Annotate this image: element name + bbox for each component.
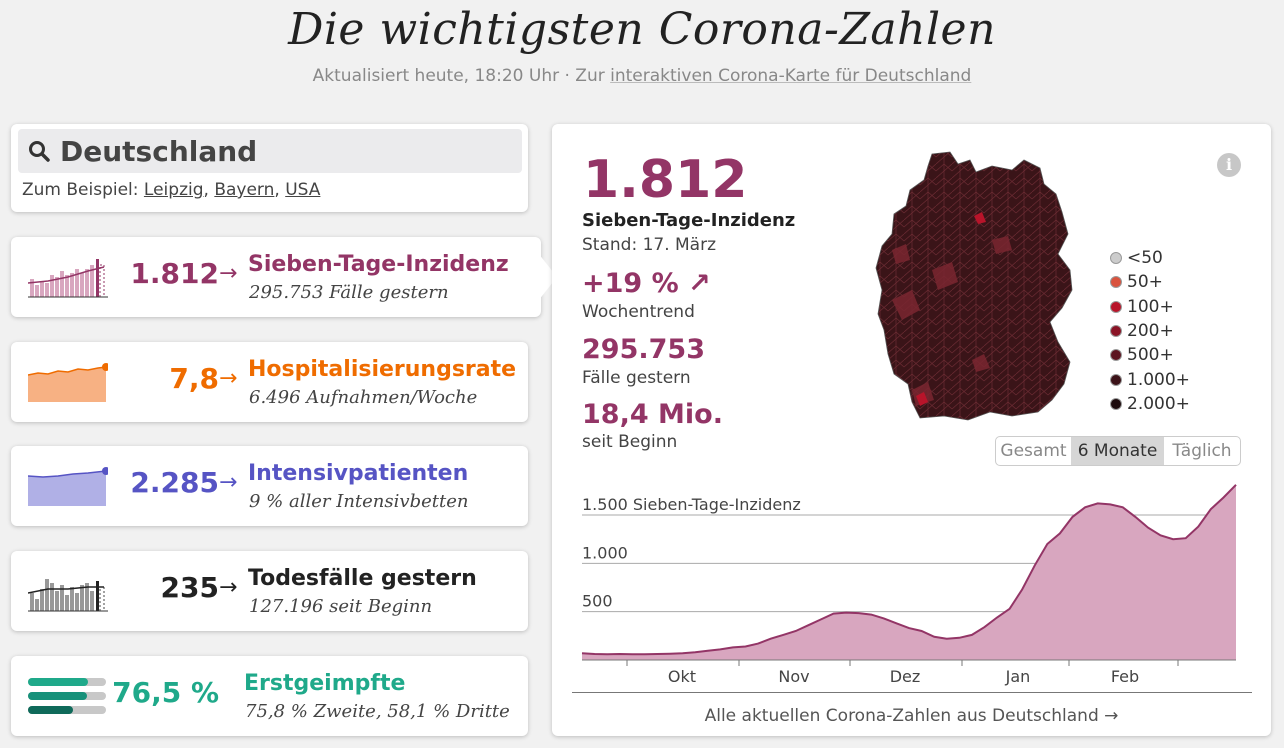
detail-panel: 1.812 Sieben-Tage-Inzidenz Stand: 17. Mä… [552, 124, 1271, 736]
metric-value: 2.285 [130, 466, 219, 499]
y-tick-label: 1.000 [582, 543, 628, 562]
series-area [582, 484, 1236, 660]
all-numbers-link[interactable]: Alle aktuellen Corona-Zahlen aus Deutsch… [704, 706, 1119, 726]
search-hint-prefix: Zum Beispiel: [22, 180, 144, 200]
y-tick-label: 1.500 Sieben-Tage-Inzidenz [582, 495, 801, 514]
legend-dot-icon [1110, 349, 1122, 361]
legend-dot-icon [1110, 398, 1122, 410]
example-separator: , [203, 180, 215, 200]
vaccination-bars-icon [28, 678, 106, 714]
example-separator: , [274, 180, 286, 200]
search-input[interactable] [60, 134, 510, 168]
metric-label: Intensivpatienten [248, 461, 469, 486]
legend-label: 1.000+ [1127, 370, 1190, 390]
cases-value: 295.753 [582, 334, 705, 365]
legend-dot-icon [1110, 325, 1122, 337]
series-line [581, 484, 1237, 656]
search-box[interactable] [18, 129, 522, 173]
detail-value: 1.812 [583, 150, 748, 210]
trend-arrow-icon: → [219, 470, 238, 495]
metric-card-inzidenz[interactable]: 1.812 → Sieben-Tage-Inzidenz 295.753 Fäl… [11, 237, 541, 317]
toggle-taeglich[interactable]: Täglich [1172, 441, 1232, 461]
legend-label: 200+ [1127, 321, 1174, 341]
hospitalization-sparkline-icon [28, 363, 108, 402]
deaths-sparkline-icon [28, 579, 108, 612]
total-value: 18,4 Mio. [582, 399, 723, 430]
legend-item: 200+ [1110, 321, 1174, 341]
cases-label: Fälle gestern [582, 368, 691, 388]
trend-label: Wochentrend [582, 302, 695, 322]
metric-card-intensiv[interactable]: 2.285 → Intensivpatienten 9 % aller Inte… [11, 446, 528, 526]
x-tick-label: Feb [1111, 667, 1139, 686]
legend-item: 100+ [1110, 297, 1174, 317]
search-hint: Zum Beispiel: Leipzig, Bayern, USA [22, 180, 320, 200]
legend-label: <50 [1127, 248, 1163, 268]
trend-arrow-icon: → [219, 575, 238, 600]
legend-dot-icon [1110, 276, 1122, 288]
metric-label: Sieben-Tage-Inzidenz [248, 252, 509, 277]
metric-sub: 127.196 seit Beginn [249, 596, 433, 617]
search-card: Zum Beispiel: Leipzig, Bayern, USA [11, 124, 528, 212]
metric-card-impfung[interactable]: 76,5 % Erstgeimpfte 75,8 % Zweite, 58,1 … [11, 656, 528, 736]
legend-dot-icon [1110, 374, 1122, 386]
metric-value: 7,8 [169, 362, 219, 395]
legend-label: 100+ [1127, 297, 1174, 317]
y-tick-label: 500 [582, 592, 613, 611]
legend-label: 500+ [1127, 345, 1174, 365]
incidence-chart: 500 1.000 1.500 Sieben-Tage-Inzidenz Okt Nov… [581, 484, 1237, 686]
x-tick-label: Nov [778, 667, 809, 686]
corona-map-link[interactable]: interaktiven Corona-Karte für Deutschlan… [610, 66, 972, 86]
metric-card-hospitalisierung[interactable]: 7,8 → Hospitalisierungsrate 6.496 Aufnah… [11, 342, 528, 422]
page-title: Die wichtigsten Corona-Zahlen [288, 4, 996, 55]
trend-arrow-icon: → [219, 261, 238, 286]
metric-sub: 295.753 Fälle gestern [249, 282, 449, 303]
legend-item: <50 [1110, 248, 1163, 268]
legend-item: 2.000+ [1110, 394, 1190, 414]
legend-item: 50+ [1110, 272, 1163, 292]
updated-text: Aktualisiert heute, 18:20 Uhr · Zur [312, 66, 611, 86]
x-tick-label: Jan [1005, 667, 1031, 686]
trend-arrow-icon: → [219, 366, 238, 391]
footer-divider [572, 692, 1252, 693]
legend-dot-icon [1110, 252, 1122, 264]
legend-label: 50+ [1127, 272, 1163, 292]
metric-label: Todesfälle gestern [248, 566, 477, 591]
legend-dot-icon [1110, 301, 1122, 313]
time-range-toggle: Gesamt 6 Monate Täglich [995, 436, 1241, 466]
legend-item: 500+ [1110, 345, 1174, 365]
metric-value: 76,5 % [112, 676, 219, 709]
detail-label: Sieben-Tage-Inzidenz [582, 210, 796, 231]
toggle-gesamt[interactable]: Gesamt [1000, 441, 1067, 461]
metric-label: Erstgeimpfte [244, 671, 406, 696]
legend-item: 1.000+ [1110, 370, 1190, 390]
metric-value: 235 [160, 571, 219, 604]
example-link-usa[interactable]: USA [285, 180, 321, 200]
x-tick-label: Okt [668, 667, 696, 686]
toggle-6-monate[interactable]: 6 Monate [1071, 437, 1164, 465]
search-icon [29, 141, 50, 162]
germany-map[interactable] [872, 150, 1082, 422]
legend-label: 2.000+ [1127, 394, 1190, 414]
info-icon[interactable]: i [1217, 153, 1241, 177]
incidence-sparkline-icon [28, 259, 108, 298]
metric-value: 1.812 [130, 257, 219, 290]
icu-sparkline-icon [28, 467, 108, 506]
trend-value: +19 % ↗ [582, 268, 711, 299]
metric-sub: 6.496 Aufnahmen/Woche [249, 387, 478, 408]
metric-sub: 75,8 % Zweite, 58,1 % Dritte [245, 701, 510, 722]
example-link-leipzig[interactable]: Leipzig [143, 180, 204, 200]
metric-sub: 9 % aller Intensivbetten [249, 491, 469, 512]
x-tick-label: Dez [890, 667, 921, 686]
example-link-bayern[interactable]: Bayern [214, 180, 275, 200]
metric-card-todesfaelle[interactable]: 235 → Todesfälle gestern 127.196 seit Be… [11, 551, 528, 631]
page-subtitle: Aktualisiert heute, 18:20 Uhr · Zur inte… [0, 66, 1284, 86]
detail-date: Stand: 17. März [582, 235, 717, 255]
total-label: seit Beginn [582, 432, 678, 452]
metric-label: Hospitalisierungsrate [248, 357, 517, 382]
